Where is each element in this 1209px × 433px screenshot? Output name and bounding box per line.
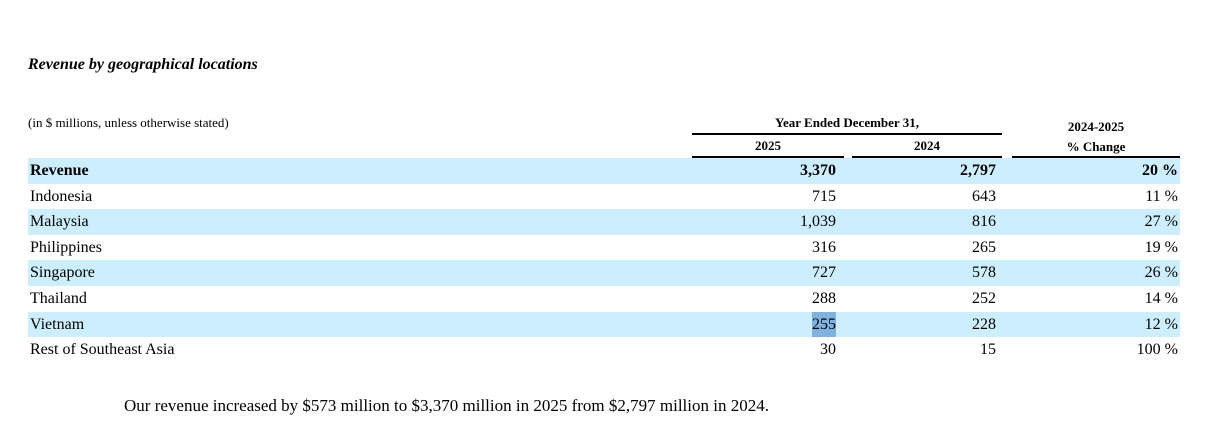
value-change: 20 % [1142, 162, 1178, 179]
column-rule-2024 [852, 156, 1002, 158]
table-row-rest-of-southeast-asia: Rest of Southeast Asia 30 15 100 % [28, 337, 1180, 363]
column-rule-2025 [692, 156, 844, 158]
change-header-line1: 2024-2025 [1067, 119, 1125, 134]
value-2024: 252 [972, 289, 996, 307]
table-row-thailand: Thailand 288 252 14 % [28, 286, 1180, 312]
row-label: Philippines [30, 238, 103, 256]
column-header-change: 2024-2025 % Change [1012, 117, 1180, 157]
value-2025: 3,370 [800, 162, 836, 179]
row-label: Revenue [30, 162, 89, 179]
row-label: Vietnam [30, 315, 85, 333]
change-header-line2: % Change [1066, 139, 1126, 154]
value-change: 27 % [1144, 213, 1178, 231]
value-2024: 578 [972, 264, 996, 282]
table-row-malaysia: Malaysia 1,039 816 27 % [28, 209, 1180, 235]
value-2025: 288 [812, 289, 836, 307]
row-label: Malaysia [30, 213, 89, 231]
value-change: 12 % [1144, 315, 1178, 333]
value-2024: 265 [972, 238, 996, 256]
value-change: 100 % [1136, 341, 1178, 359]
value-2024: 816 [972, 213, 996, 231]
table-row-singapore: Singapore 727 578 26 % [28, 260, 1180, 286]
summary-paragraph: Our revenue increased by $573 million to… [124, 396, 769, 415]
table-row-vietnam: Vietnam 255 228 12 % [28, 311, 1180, 338]
revenue-table: Revenue 3,370 2,797 20 % Indonesia 715 6… [28, 158, 1180, 363]
value-change: 26 % [1144, 264, 1178, 282]
row-label: Thailand [30, 289, 87, 307]
value-2024: 15 [980, 341, 996, 359]
value-2025: 30 [820, 341, 836, 359]
value-change: 19 % [1144, 238, 1178, 256]
value-2025: 727 [812, 264, 836, 282]
column-header-2024: 2024 [914, 138, 940, 153]
row-label: Indonesia [30, 187, 93, 205]
value-2024: 2,797 [960, 162, 996, 179]
value-change: 11 % [1145, 187, 1178, 205]
value-2024: 228 [972, 315, 996, 333]
value-2025-selected[interactable]: 255 [812, 311, 836, 338]
value-2025: 1,039 [800, 213, 836, 231]
column-rule-change [1012, 156, 1180, 158]
value-2025: 316 [812, 238, 836, 256]
table-row-philippines: Philippines 316 265 19 % [28, 235, 1180, 261]
units-note: (in $ millions, unless otherwise stated) [28, 115, 229, 130]
row-label: Singapore [30, 264, 95, 282]
period-header: Year Ended December 31, [775, 115, 919, 130]
period-header-rule [692, 133, 1002, 135]
column-header-2025: 2025 [755, 138, 781, 153]
table-row-indonesia: Indonesia 715 643 11 % [28, 184, 1180, 210]
table-row-revenue: Revenue 3,370 2,797 20 % [28, 158, 1180, 184]
value-2025: 715 [812, 187, 836, 205]
value-2024: 643 [972, 187, 996, 205]
section-title: Revenue by geographical locations [28, 56, 258, 73]
value-change: 14 % [1144, 289, 1178, 307]
row-label: Rest of Southeast Asia [30, 341, 175, 359]
